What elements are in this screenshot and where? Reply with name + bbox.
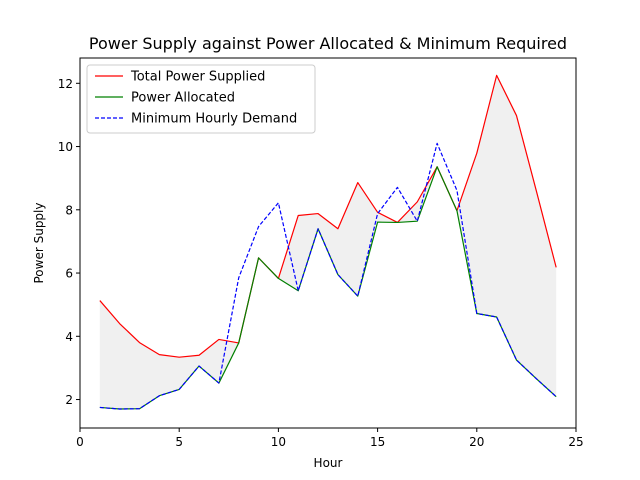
x-tick-label: 25 — [568, 435, 583, 449]
x-axis: 0 5 10 15 20 25 — [76, 428, 584, 449]
y-axis-label: Power Supply — [32, 203, 46, 284]
series-line-3 — [99, 142, 557, 410]
series-line-1 — [99, 74, 557, 358]
legend-label: Power Allocated — [131, 91, 235, 106]
legend-items: Total Power Supplied Power Allocated Minim… — [95, 70, 297, 127]
y-axis: 2 4 6 8 10 12 — [58, 77, 80, 407]
legend-box — [86, 64, 316, 134]
fill-between-area — [99, 75, 557, 410]
chart-title: Power Supply against Power Allocated & M… — [89, 34, 567, 53]
x-tick-label: 10 — [271, 435, 286, 449]
series-layer — [99, 74, 557, 410]
x-tick-label: 15 — [370, 435, 385, 449]
y-tick-label: 8 — [65, 203, 73, 217]
axes-frame — [79, 57, 577, 429]
y-tick-label: 6 — [65, 267, 73, 281]
x-axis-label: Hour — [314, 456, 343, 470]
fill-layer — [99, 75, 557, 410]
legend-label: Minimum Hourly Demand — [131, 112, 297, 127]
y-tick-label: 10 — [58, 140, 73, 154]
y-tick-label: 12 — [58, 77, 73, 91]
x-tick-label: 0 — [76, 435, 84, 449]
legend-label: Total Power Supplied — [130, 70, 265, 85]
plot-area: 0 5 10 15 20 25 2 4 6 8 10 12 — [58, 57, 584, 449]
legend: Total Power Supplied Power Allocated Minim… — [86, 64, 316, 134]
y-tick-label: 4 — [65, 330, 73, 344]
x-tick-label: 20 — [469, 435, 484, 449]
x-tick-label: 5 — [175, 435, 183, 449]
y-tick-label: 2 — [65, 393, 73, 407]
